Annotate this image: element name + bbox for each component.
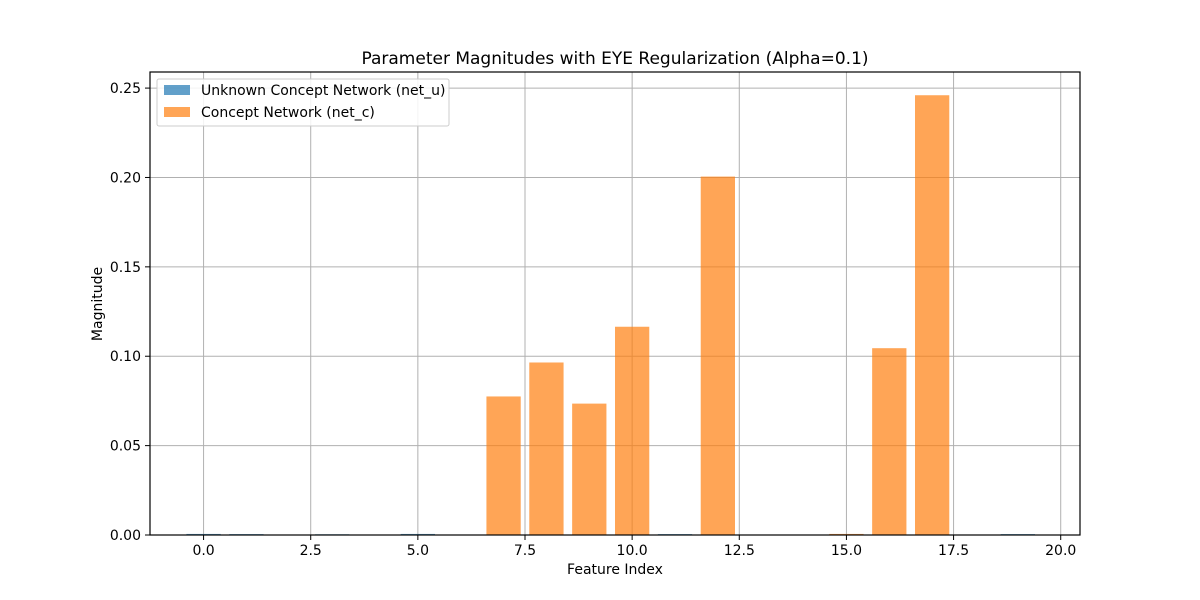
y-tick-label: 0.15 [110, 260, 141, 276]
bar-net-c-feature-10 [615, 326, 650, 535]
x-tick-label: 15.0 [831, 543, 862, 559]
x-tick-label: 2.5 [300, 543, 322, 559]
x-tick-label: 7.5 [514, 543, 536, 559]
bar-net-c-feature-17 [915, 95, 950, 535]
x-axis-label: Feature Index [567, 562, 663, 578]
legend-swatch-unknown-concept-network [164, 85, 190, 95]
bar-net-c-feature-9 [572, 403, 607, 535]
y-tick-label: 0.10 [110, 349, 141, 365]
bar-layer [186, 95, 1035, 536]
x-tick-label: 5.0 [407, 543, 429, 559]
x-tick-label: 17.5 [938, 543, 969, 559]
bar-net-c-feature-16 [872, 348, 907, 535]
x-tick-label: 20.0 [1045, 543, 1076, 559]
y-tick-label: 0.05 [110, 439, 141, 455]
bar-net-c-feature-12 [700, 176, 735, 536]
plot-frame [149, 71, 1081, 536]
x-tick-label: 10.0 [617, 543, 648, 559]
y-axis: 0.00 0.05 0.10 0.15 0.20 0.25 [110, 81, 150, 544]
chart-title: Parameter Magnitudes with EYE Regulariza… [361, 49, 868, 69]
x-axis: 0.0 2.5 5.0 7.5 10.0 12.5 15.0 17.5 20.0 [192, 535, 1076, 559]
y-tick-label: 0.00 [110, 528, 141, 544]
legend-box [156, 78, 450, 127]
y-tick-label: 0.25 [110, 81, 141, 97]
bar-net-c-feature-8 [529, 362, 564, 535]
legend-label-concept-network: Concept Network (net_c) [201, 105, 375, 121]
y-axis-label: Magnitude [90, 267, 106, 341]
legend-swatch-concept-network [164, 107, 190, 117]
chart-legend: Unknown Concept Network (net_u) Concept … [156, 78, 450, 127]
y-tick-label: 0.20 [110, 170, 141, 186]
legend-label-unknown-concept-network: Unknown Concept Network (net_u) [201, 83, 445, 99]
x-tick-label: 0.0 [192, 543, 214, 559]
x-tick-label: 12.5 [724, 543, 755, 559]
bar-net-c-feature-7 [486, 396, 521, 535]
